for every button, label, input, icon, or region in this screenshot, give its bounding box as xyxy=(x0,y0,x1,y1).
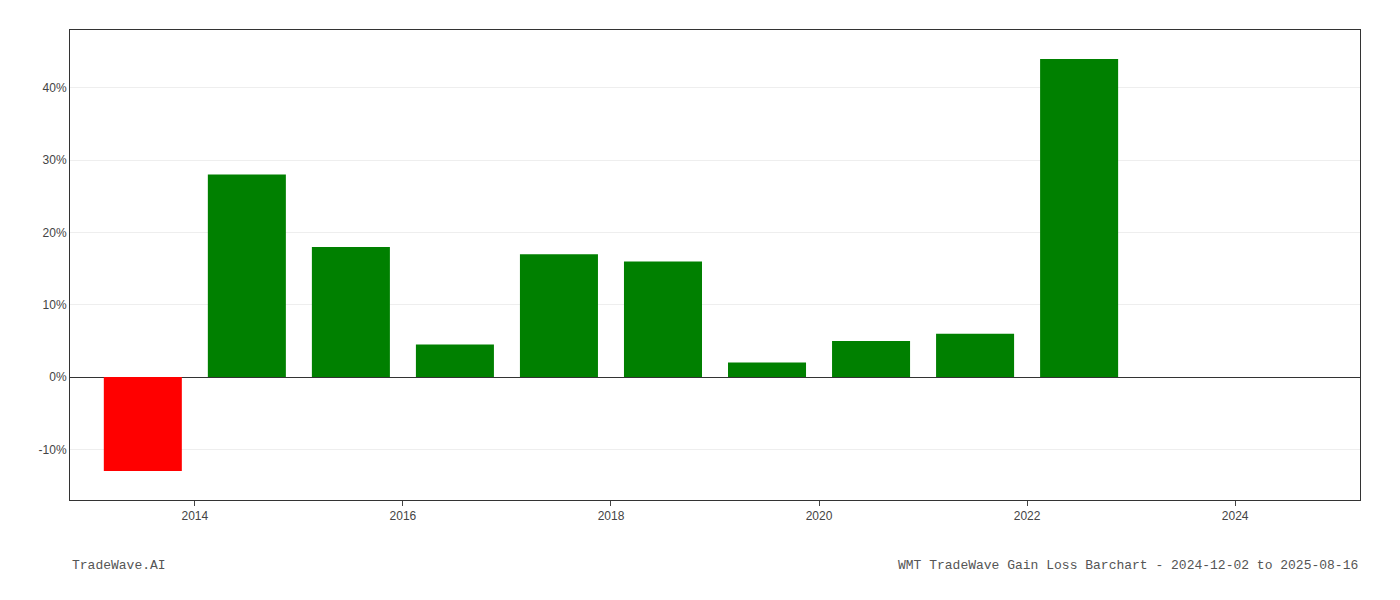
svg-text:2018: 2018 xyxy=(598,509,625,523)
svg-text:TradeWave.AI: TradeWave.AI xyxy=(72,558,166,573)
svg-text:2022: 2022 xyxy=(1014,509,1041,523)
svg-text:30%: 30% xyxy=(43,153,67,167)
svg-text:-10%: -10% xyxy=(39,443,67,457)
svg-text:0%: 0% xyxy=(49,370,67,384)
svg-text:10%: 10% xyxy=(43,298,67,312)
svg-text:2024: 2024 xyxy=(1222,509,1249,523)
svg-text:40%: 40% xyxy=(43,81,67,95)
svg-text:2016: 2016 xyxy=(390,509,417,523)
svg-text:2014: 2014 xyxy=(181,509,208,523)
svg-text:20%: 20% xyxy=(43,226,67,240)
svg-text:2020: 2020 xyxy=(806,509,833,523)
svg-text:WMT TradeWave Gain Loss Barcha: WMT TradeWave Gain Loss Barchart - 2024-… xyxy=(898,558,1358,573)
